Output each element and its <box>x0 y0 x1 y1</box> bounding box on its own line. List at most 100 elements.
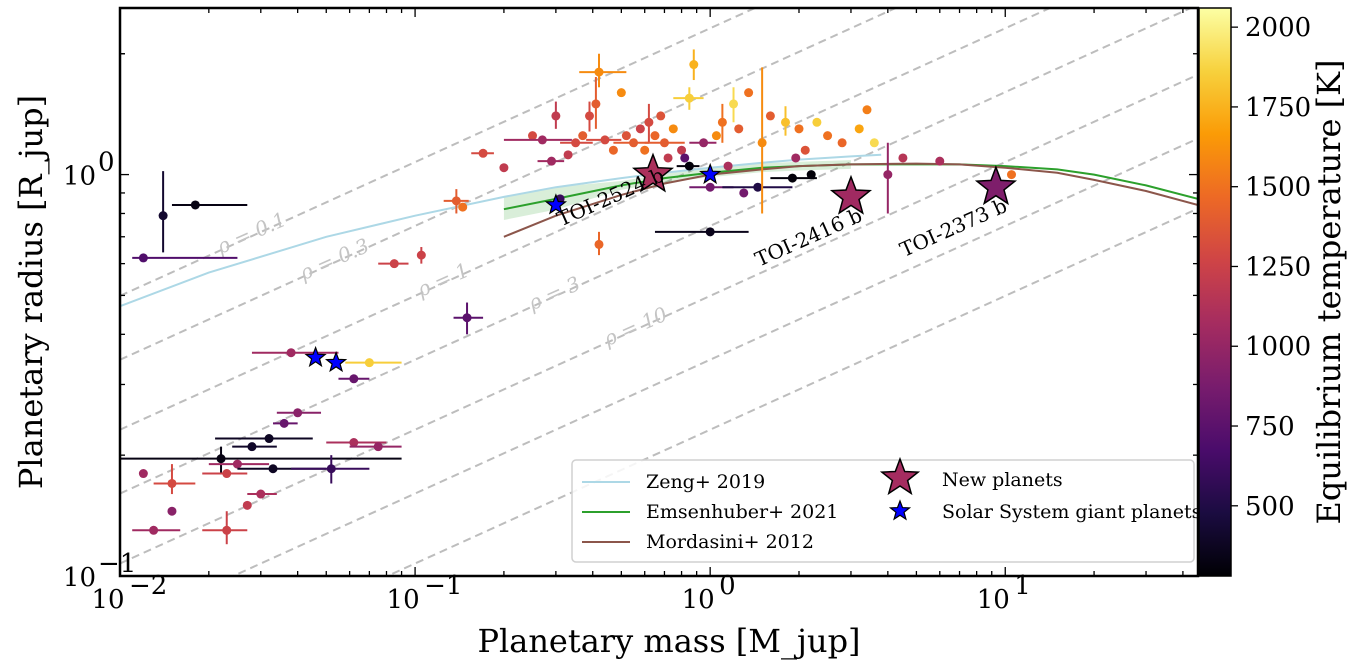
colorbar-tick-label: 1250 <box>1245 252 1311 282</box>
legend-entry: Solar System giant planets <box>942 501 1201 523</box>
planet-point <box>677 145 687 155</box>
planet-marker <box>635 124 645 134</box>
planet-point <box>935 156 945 166</box>
colorbar-title: Equilibrium temperature [K] <box>1310 60 1348 525</box>
planet-point <box>616 88 626 98</box>
planet-point <box>898 153 908 163</box>
planet-point <box>800 145 810 155</box>
legend-new-planet-star <box>879 456 921 496</box>
colorbar-tick-label: 500 <box>1245 492 1295 522</box>
colorbar: 500 750 1000 1250 1500 1750 2000 Equilibrium te… <box>1198 7 1348 577</box>
planet-point <box>132 525 181 535</box>
planet-marker <box>600 135 610 145</box>
planet-point <box>883 142 893 214</box>
planet-marker <box>537 135 547 145</box>
planet-marker <box>256 489 266 499</box>
new-planet-label: TOI-2416 b <box>751 203 865 271</box>
planet-marker <box>594 67 604 77</box>
colorbar-gradient <box>1198 7 1232 577</box>
planet-marker <box>264 434 274 444</box>
planet-marker <box>744 88 754 98</box>
planet-point <box>416 247 426 264</box>
planet-marker <box>780 117 790 127</box>
planet-point <box>251 348 339 358</box>
colorbar-tick-label: 1500 <box>1245 173 1311 203</box>
planet-marker <box>232 459 242 469</box>
planet-point <box>689 49 699 81</box>
planet-point <box>202 469 248 479</box>
planet-point <box>837 138 847 148</box>
planet-marker <box>854 124 864 134</box>
planet-marker <box>684 161 694 171</box>
planet-marker <box>794 124 804 134</box>
planet-marker <box>689 60 699 70</box>
density-label: ρ = 3 <box>524 271 584 315</box>
planet-point <box>722 182 793 192</box>
planet-point <box>644 103 654 143</box>
planet-marker <box>765 111 775 121</box>
planet-point <box>453 302 484 335</box>
legend-solar-system-star <box>888 499 912 521</box>
planet-marker <box>349 374 359 384</box>
planet-marker <box>478 148 488 158</box>
density-line <box>120 8 758 297</box>
planet-point <box>171 200 248 210</box>
planet-point <box>780 106 790 136</box>
planet-marker <box>862 105 872 115</box>
planet-marker <box>729 99 739 109</box>
planet-point <box>1007 170 1017 180</box>
planet-point <box>551 101 561 129</box>
planet-point <box>621 131 631 141</box>
planet-point <box>794 124 804 134</box>
planet-marker <box>293 408 303 418</box>
y-tick-label: 10 <box>63 162 96 192</box>
planet-point <box>503 135 572 145</box>
planet-point <box>471 148 494 158</box>
planet-point <box>153 464 196 495</box>
planet-marker <box>416 250 426 260</box>
planet-point <box>528 131 538 141</box>
planet-point <box>723 161 733 171</box>
planet-marker <box>138 253 148 263</box>
planet-marker <box>629 138 639 148</box>
planet-marker <box>594 239 604 249</box>
planet-marker <box>898 153 908 163</box>
y-tick-exponent: −1 <box>98 549 136 579</box>
planet-point <box>132 253 238 263</box>
planet-marker <box>458 202 468 212</box>
new-planet-star <box>829 174 873 215</box>
planet-point <box>338 374 370 384</box>
planet-point <box>734 124 744 134</box>
planet-point <box>499 163 509 173</box>
planet-marker <box>167 478 177 488</box>
planet-point <box>644 138 685 148</box>
planet-point <box>591 77 601 129</box>
planet-point <box>584 101 594 132</box>
planet-point <box>739 188 749 198</box>
solar-system-star <box>304 345 327 368</box>
planet-marker <box>883 170 893 180</box>
planet-marker <box>349 438 359 448</box>
planet-marker <box>591 99 601 109</box>
planet-marker <box>158 211 168 221</box>
planet-marker <box>551 111 561 121</box>
x-tick-label: 10 <box>91 585 124 615</box>
planet-marker <box>616 88 626 98</box>
planet-point <box>578 131 588 141</box>
x-tick-exponent: 1 <box>1014 571 1031 601</box>
planet-point <box>812 117 822 127</box>
planet-marker <box>584 111 594 121</box>
planet-point <box>378 259 409 269</box>
planet-point <box>167 506 177 516</box>
model-curve-2 <box>503 162 1198 238</box>
colorbar-tick-label: 750 <box>1245 412 1295 442</box>
colorbar-tick-label: 1750 <box>1245 93 1311 123</box>
colorbar-tick-label: 1000 <box>1245 332 1311 362</box>
new-planet-star <box>974 165 1018 206</box>
planet-marker <box>279 418 289 428</box>
planet-point <box>765 111 775 121</box>
y-tick-label: 10 <box>63 563 96 593</box>
planet-point <box>563 150 573 160</box>
planet-point <box>276 408 322 418</box>
planet-point <box>676 161 700 171</box>
